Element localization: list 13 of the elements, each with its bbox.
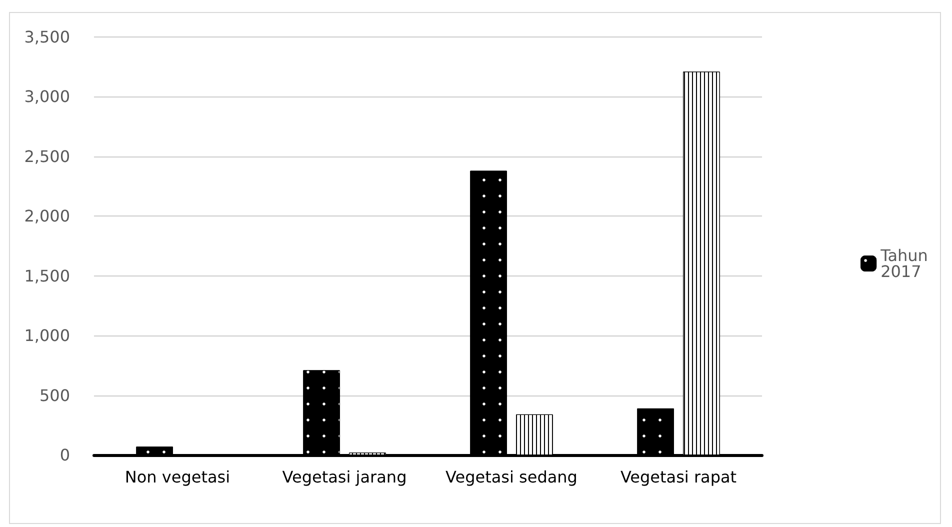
y-tick-label: 3,000 — [24, 87, 70, 106]
y-tick-label: 3,500 — [24, 28, 70, 46]
x-tick-label: Vegetasi sedang — [446, 468, 578, 486]
y-tick-label: 1,500 — [24, 266, 70, 286]
x-tick-label: Vegetasi jarang — [282, 468, 407, 486]
y-tick-label: 500 — [39, 386, 70, 405]
y-tick-label: 2,500 — [24, 146, 70, 166]
x-tick-label: Non vegetasi — [124, 468, 230, 486]
x-tick-label: Vegetasi rapat — [620, 468, 737, 486]
y-tick-label: 1,000 — [24, 326, 70, 346]
legend-label: Tahun 2017 — [880, 246, 933, 281]
y-tick-label: 2,000 — [24, 206, 70, 226]
y-tick-label: 0 — [60, 446, 70, 464]
